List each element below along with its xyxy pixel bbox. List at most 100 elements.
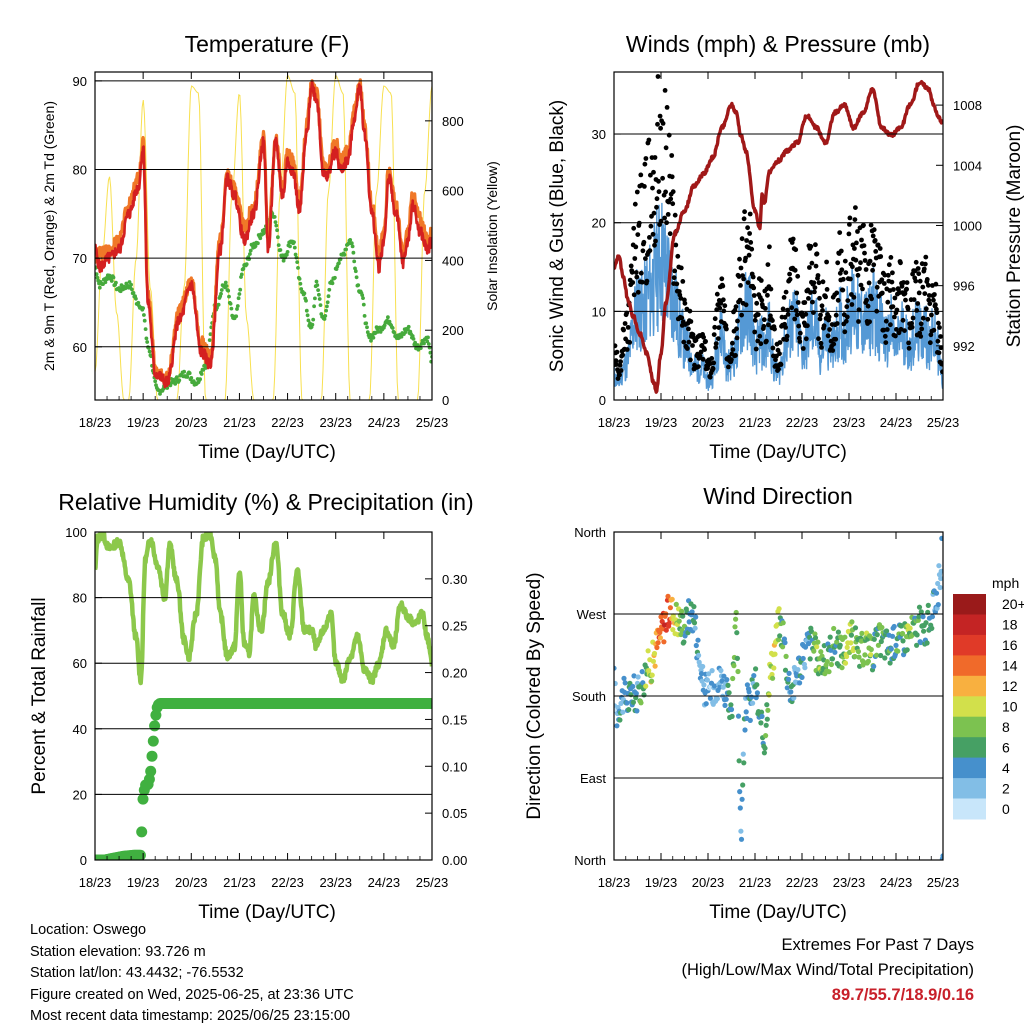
gust-point xyxy=(761,317,767,323)
gust-point xyxy=(629,269,635,275)
y-tick-label: 30 xyxy=(592,127,606,142)
gust-point xyxy=(757,333,763,339)
direction-point xyxy=(868,652,874,658)
gust-point xyxy=(893,333,898,339)
gust-point xyxy=(818,312,823,318)
direction-point xyxy=(626,707,632,713)
gust-point xyxy=(743,255,748,261)
gust-point xyxy=(808,290,813,295)
gust-point xyxy=(614,358,619,364)
direction-point xyxy=(878,638,884,645)
x-tick-label: 20/23 xyxy=(175,415,208,430)
gust-point xyxy=(817,316,823,322)
direction-point xyxy=(759,713,765,720)
dewpoint-point xyxy=(173,382,178,386)
gust-point xyxy=(922,291,928,296)
direction-point xyxy=(731,663,737,669)
gust-point xyxy=(741,276,746,282)
gust-point xyxy=(899,283,905,289)
gust-point xyxy=(834,290,840,296)
gust-point xyxy=(672,268,678,274)
gust-point xyxy=(797,339,803,344)
direction-point xyxy=(878,652,884,659)
gust-point xyxy=(913,278,919,284)
gust-point xyxy=(855,272,861,278)
gust-point xyxy=(722,303,728,309)
gust-point xyxy=(850,242,856,248)
gust-point xyxy=(818,340,824,346)
direction-point xyxy=(670,627,676,633)
direction-point xyxy=(888,646,894,652)
dewpoint-point xyxy=(426,335,430,340)
gust-point xyxy=(633,270,639,275)
gust-point xyxy=(910,315,916,321)
gust-point xyxy=(737,297,743,303)
y-tick-label: 40 xyxy=(73,722,87,737)
x-tick-label: 25/23 xyxy=(416,875,449,890)
direction-point xyxy=(622,680,628,686)
gust-point xyxy=(853,257,859,263)
gust-point xyxy=(745,280,751,285)
x-tick-label: 19/23 xyxy=(645,415,678,430)
gust-point xyxy=(634,274,640,280)
temperature-panel: Temperature (F) Time (Day/UTC) 2m & 9m T… xyxy=(41,31,500,463)
precip-point xyxy=(146,750,158,762)
gust-point xyxy=(846,231,852,237)
gust-point xyxy=(635,289,641,295)
direction-point xyxy=(738,836,745,842)
x-tick-label: 23/23 xyxy=(833,875,866,890)
gust-point xyxy=(936,320,941,326)
direction-point xyxy=(729,713,735,720)
gust-point xyxy=(914,308,920,313)
gust-point xyxy=(672,212,678,218)
gust-point xyxy=(750,274,756,280)
direction-point xyxy=(805,641,812,647)
precip-point xyxy=(134,849,146,860)
temperature-ylabel: 2m & 9m T (Red, Orange) & 2m Td (Green) xyxy=(41,101,57,371)
gust-point xyxy=(712,316,718,322)
gust-point xyxy=(632,201,638,207)
gust-point xyxy=(642,161,648,167)
dewpoint-point xyxy=(248,252,252,256)
gust-point xyxy=(853,205,858,211)
dewpoint-point xyxy=(273,220,278,225)
x-tick-label: 24/23 xyxy=(880,875,913,890)
direction-point xyxy=(938,575,943,582)
gust-point xyxy=(614,349,620,355)
direction-point xyxy=(669,596,675,602)
colorbar-swatch xyxy=(953,675,986,697)
y2-tick-label: 0.15 xyxy=(442,712,467,727)
gust-point xyxy=(861,222,866,228)
colorbar-label: 12 xyxy=(1002,678,1018,694)
dewpoint-point xyxy=(364,321,369,326)
gust-point xyxy=(644,278,650,284)
dewpoint-point xyxy=(349,241,354,246)
gust-point xyxy=(748,240,754,245)
gust-point xyxy=(655,74,661,79)
dewpoint-point xyxy=(311,317,316,322)
temperature-x-ticks: 18/23 19/23 20/23 21/23 22/23 23/23 24/23 25/23 xyxy=(79,72,449,430)
gust-point xyxy=(668,196,674,202)
dewpoint-point xyxy=(429,359,432,364)
direction-point xyxy=(738,828,744,834)
direction-point xyxy=(692,625,698,631)
gust-point xyxy=(842,329,848,335)
y2-tick-label: 0.25 xyxy=(442,619,467,634)
direction-point xyxy=(750,700,756,706)
gust-point xyxy=(686,326,691,332)
gust-point xyxy=(780,306,786,312)
gust-point xyxy=(679,315,685,321)
gust-point xyxy=(807,265,812,270)
gust-point xyxy=(909,324,915,330)
gust-point xyxy=(781,295,787,300)
x-tick-label: 25/23 xyxy=(416,415,449,430)
winds-plot-area xyxy=(614,74,943,401)
y-tick-label: 0 xyxy=(599,393,606,408)
dewpoint-point xyxy=(399,334,404,339)
y2-tick-label: 992 xyxy=(953,339,975,354)
direction-point xyxy=(925,602,931,609)
temperature-xlabel: Time (Day/UTC) xyxy=(198,442,336,463)
direction-point xyxy=(631,673,637,679)
gust-point xyxy=(678,295,684,301)
x-tick-label: 21/23 xyxy=(739,875,772,890)
